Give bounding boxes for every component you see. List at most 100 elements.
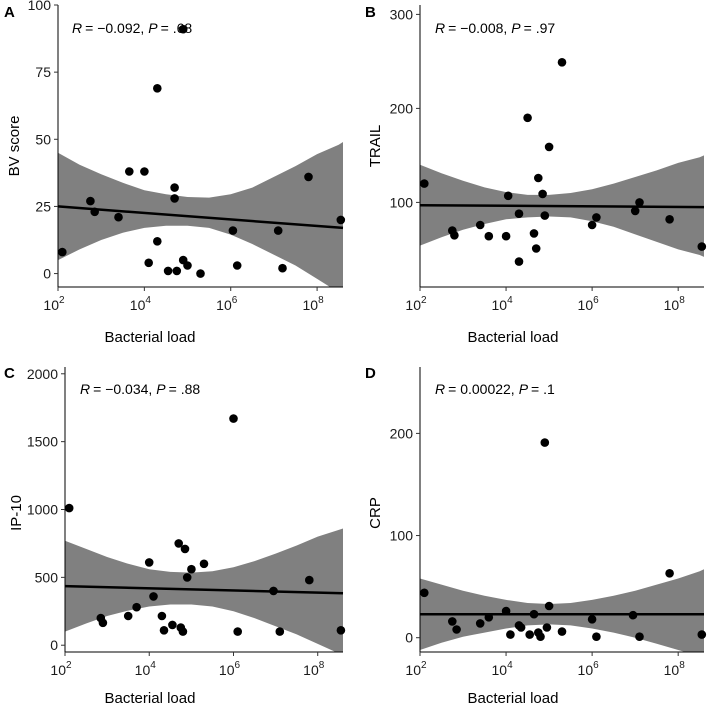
data-point bbox=[114, 212, 123, 222]
y-tick-label: 1500 bbox=[27, 434, 58, 450]
confidence-band bbox=[420, 569, 704, 652]
y-tick-label: 100 bbox=[390, 528, 414, 544]
y-tick-label: 2000 bbox=[27, 366, 58, 382]
data-point bbox=[269, 586, 278, 596]
y-axis-title: CRP bbox=[367, 497, 384, 529]
data-point bbox=[544, 142, 554, 152]
data-point bbox=[199, 559, 209, 569]
data-point bbox=[536, 632, 545, 641]
data-point bbox=[525, 630, 534, 639]
x-axis-title: Bacterial load bbox=[105, 329, 196, 346]
data-point bbox=[64, 503, 74, 513]
data-point bbox=[540, 438, 550, 447]
data-point bbox=[174, 539, 183, 548]
data-point bbox=[228, 226, 238, 235]
x-tick-label: 104 bbox=[491, 295, 513, 313]
x-tick-label: 104 bbox=[491, 660, 513, 678]
data-point bbox=[132, 602, 141, 612]
data-point bbox=[448, 617, 457, 626]
data-point bbox=[592, 213, 601, 222]
data-point bbox=[544, 601, 554, 611]
data-point bbox=[697, 242, 707, 251]
y-tick-label: 200 bbox=[390, 100, 414, 116]
x-tick-label: 108 bbox=[664, 660, 686, 678]
data-point bbox=[123, 611, 133, 621]
data-point bbox=[144, 258, 153, 268]
data-point bbox=[170, 183, 179, 192]
data-point bbox=[420, 179, 429, 188]
data-point bbox=[172, 266, 182, 276]
data-point bbox=[163, 266, 173, 276]
y-tick-label: 0 bbox=[405, 630, 413, 646]
panel-b: B 100 200 300 102 104 106 108 Bacterial load TRAI… bbox=[365, 4, 707, 346]
panel-letter: A bbox=[4, 4, 15, 21]
data-point bbox=[484, 613, 494, 622]
data-point bbox=[304, 172, 313, 182]
data-point bbox=[514, 209, 524, 218]
regression-line bbox=[64, 584, 344, 595]
y-tick-label: 300 bbox=[390, 6, 414, 22]
data-point bbox=[153, 84, 162, 93]
data-point bbox=[452, 625, 461, 634]
data-point bbox=[635, 198, 644, 207]
data-point bbox=[275, 627, 285, 636]
data-point bbox=[229, 414, 238, 423]
data-point bbox=[149, 592, 158, 601]
regression-line bbox=[419, 203, 705, 209]
data-point bbox=[635, 632, 644, 641]
data-point bbox=[153, 237, 162, 246]
x-axis-title: Bacterial load bbox=[468, 690, 559, 707]
data-point bbox=[557, 627, 567, 636]
data-point bbox=[140, 167, 149, 176]
y-tick-label: 50 bbox=[35, 131, 51, 147]
y-tick-label: 100 bbox=[28, 0, 52, 13]
data-point bbox=[514, 257, 524, 266]
y-tick-label: 0 bbox=[50, 637, 58, 653]
panel-letter: C bbox=[4, 365, 15, 382]
data-point bbox=[665, 569, 674, 578]
x-tick-label: 106 bbox=[219, 660, 241, 678]
data-point bbox=[475, 220, 485, 230]
x-tick-label: 106 bbox=[216, 295, 238, 313]
data-point bbox=[58, 247, 67, 257]
x-tick-label: 102 bbox=[43, 295, 65, 313]
data-point bbox=[159, 626, 169, 635]
x-tick-label: 106 bbox=[578, 660, 600, 678]
x-axis-title: Bacterial load bbox=[105, 690, 196, 707]
data-point bbox=[233, 627, 242, 636]
data-point bbox=[587, 615, 597, 624]
data-point bbox=[592, 632, 601, 641]
data-point bbox=[523, 113, 532, 123]
data-point bbox=[450, 231, 459, 240]
x-tick-label: 108 bbox=[303, 295, 325, 313]
y-tick-label: 500 bbox=[35, 569, 59, 585]
y-tick-label: 200 bbox=[390, 425, 414, 441]
y-tick-label: 25 bbox=[35, 198, 51, 214]
correlation-annotation: R = −0.092, P = .68 bbox=[72, 20, 192, 36]
data-point bbox=[697, 630, 707, 639]
x-tick-label: 108 bbox=[303, 660, 325, 678]
data-point bbox=[506, 630, 515, 639]
data-point bbox=[501, 606, 511, 616]
data-point bbox=[628, 610, 638, 620]
data-point bbox=[170, 194, 179, 203]
x-axis-title: Bacterial load bbox=[468, 329, 559, 346]
x-tick-label: 102 bbox=[50, 660, 72, 678]
x-tick-label: 104 bbox=[135, 660, 157, 678]
data-point bbox=[336, 626, 346, 635]
x-tick-label: 106 bbox=[578, 295, 600, 313]
data-point bbox=[587, 220, 597, 230]
data-point bbox=[183, 261, 192, 270]
data-point bbox=[86, 196, 95, 206]
data-point bbox=[182, 573, 192, 582]
regression-line bbox=[57, 205, 344, 230]
data-point bbox=[232, 261, 242, 270]
y-tick-label: 0 bbox=[43, 266, 51, 282]
data-point bbox=[180, 544, 190, 554]
data-point bbox=[305, 575, 314, 585]
y-axis-title: TRAIL bbox=[367, 125, 384, 168]
panel-d: D 0 100 200 102 104 106 108 Bacterial load CRP R = … bbox=[365, 365, 707, 707]
data-point bbox=[196, 269, 205, 278]
data-point bbox=[503, 191, 513, 201]
